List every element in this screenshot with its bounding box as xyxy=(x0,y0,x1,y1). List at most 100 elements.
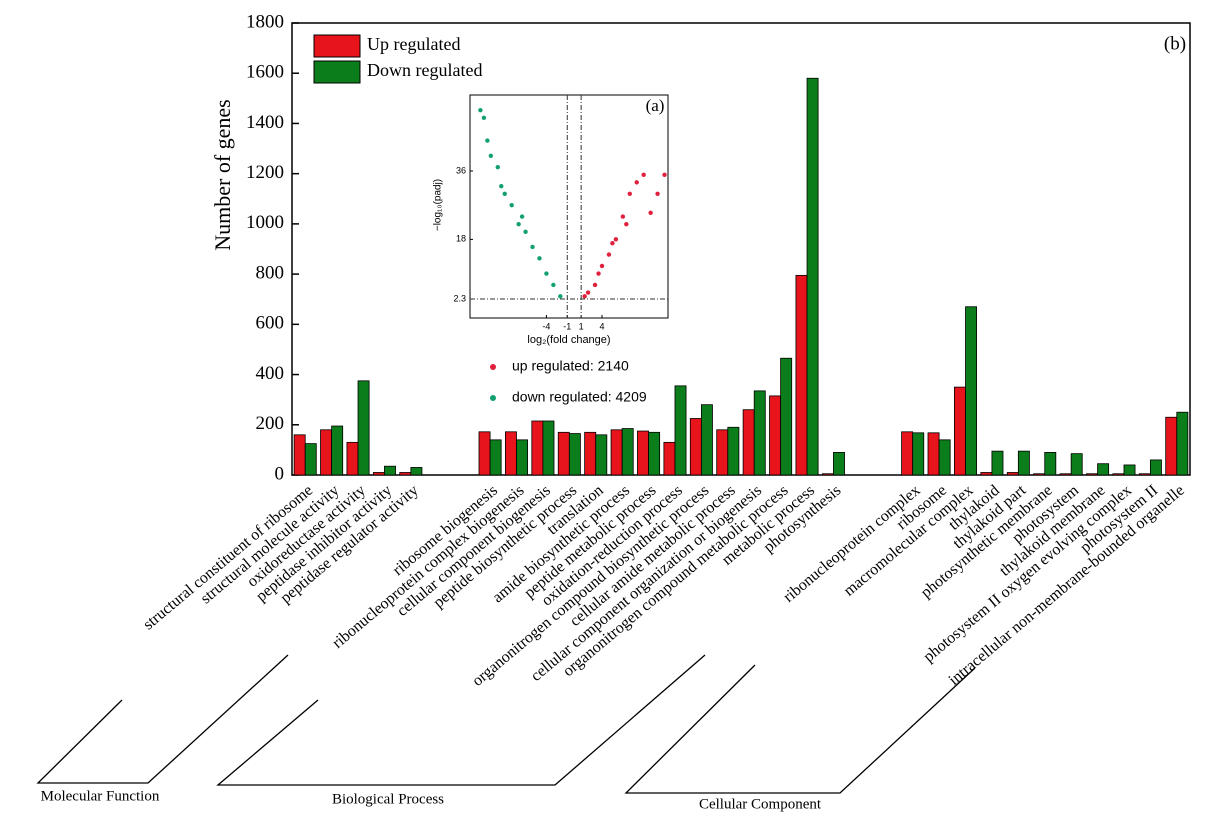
point xyxy=(502,191,507,196)
bar xyxy=(742,409,755,476)
point xyxy=(655,191,660,196)
bar xyxy=(1123,464,1136,476)
bar xyxy=(568,433,581,476)
point xyxy=(551,282,556,288)
bar xyxy=(980,472,993,476)
y-tick-label: 36 xyxy=(456,165,466,175)
bar xyxy=(991,450,1004,476)
point xyxy=(606,252,612,257)
y-tick-label: 800 xyxy=(256,262,285,283)
point xyxy=(478,107,483,113)
bracket xyxy=(216,654,706,786)
bar xyxy=(1165,416,1178,476)
point xyxy=(620,214,626,219)
point xyxy=(499,183,504,189)
legend-label: Up regulated xyxy=(367,34,460,54)
bar xyxy=(320,429,333,476)
point xyxy=(648,210,653,215)
bar xyxy=(648,431,661,476)
group-label: Cellular Component xyxy=(699,796,822,812)
legend-label: down regulated: 4209 xyxy=(512,389,647,405)
legend-marker xyxy=(490,395,496,401)
bar xyxy=(372,472,385,476)
bar xyxy=(700,404,713,476)
bar xyxy=(331,425,344,476)
point xyxy=(610,240,615,246)
bar xyxy=(293,434,306,476)
bar xyxy=(595,434,608,476)
bar xyxy=(901,431,914,476)
bar xyxy=(384,465,396,476)
legend-label: Down regulated xyxy=(367,60,482,80)
point xyxy=(599,263,605,269)
point xyxy=(544,271,549,276)
group-brackets xyxy=(36,654,976,794)
y-tick-label: 600 xyxy=(256,313,285,334)
point xyxy=(495,164,500,170)
point xyxy=(596,271,601,276)
point xyxy=(592,282,598,288)
bar xyxy=(557,431,570,476)
bar xyxy=(637,430,649,476)
point xyxy=(481,115,487,120)
legend-marker xyxy=(490,364,496,370)
bar xyxy=(1033,473,1046,476)
bar xyxy=(304,443,317,476)
bar xyxy=(1176,411,1189,476)
bar xyxy=(716,429,729,476)
annotation: (a) xyxy=(646,96,665,115)
x-axis-title: log₂(fold change) xyxy=(527,334,610,346)
bar xyxy=(1017,450,1030,476)
point xyxy=(613,237,619,242)
point xyxy=(530,244,535,250)
bar xyxy=(1086,473,1098,476)
bar xyxy=(674,385,687,476)
bar xyxy=(1059,473,1072,476)
x-tick-label: 4 xyxy=(599,321,604,331)
point xyxy=(537,256,542,261)
point xyxy=(634,180,639,185)
bar xyxy=(584,431,597,476)
y-tick-label: 1400 xyxy=(246,112,284,133)
bracket xyxy=(624,664,976,794)
y-tick-label: 1000 xyxy=(246,212,284,233)
bar xyxy=(505,431,517,476)
point xyxy=(523,229,528,234)
bar xyxy=(663,441,676,476)
bar xyxy=(780,357,793,476)
bar xyxy=(621,428,634,476)
y-tick-label: 400 xyxy=(256,363,285,384)
bar xyxy=(954,386,966,476)
bar xyxy=(1097,463,1110,476)
point xyxy=(585,290,591,295)
bar xyxy=(542,420,555,476)
bar xyxy=(753,390,766,476)
bar xyxy=(833,451,845,476)
point xyxy=(627,191,632,196)
point xyxy=(485,138,490,143)
y-tick-label: 18 xyxy=(456,234,466,244)
bar xyxy=(489,439,502,476)
y-tick-label: 200 xyxy=(256,413,285,434)
bar xyxy=(795,274,808,476)
point xyxy=(558,294,563,299)
bar xyxy=(357,380,370,476)
legend-swatch xyxy=(313,60,361,84)
group-label: Biological Process xyxy=(332,791,444,807)
bar xyxy=(927,432,940,476)
bracket xyxy=(36,654,289,784)
bar xyxy=(478,431,491,476)
bar xyxy=(806,77,819,476)
point xyxy=(516,221,521,227)
bar xyxy=(965,306,977,476)
y-axis-title: Number of genes xyxy=(210,99,235,251)
legend-swatch xyxy=(313,34,361,58)
bar xyxy=(769,395,782,476)
bar xyxy=(1138,473,1151,476)
inset-frame xyxy=(469,94,669,319)
point xyxy=(519,214,525,219)
point xyxy=(582,294,587,299)
x-tick-label: 1 xyxy=(579,321,584,331)
bar xyxy=(938,439,951,476)
